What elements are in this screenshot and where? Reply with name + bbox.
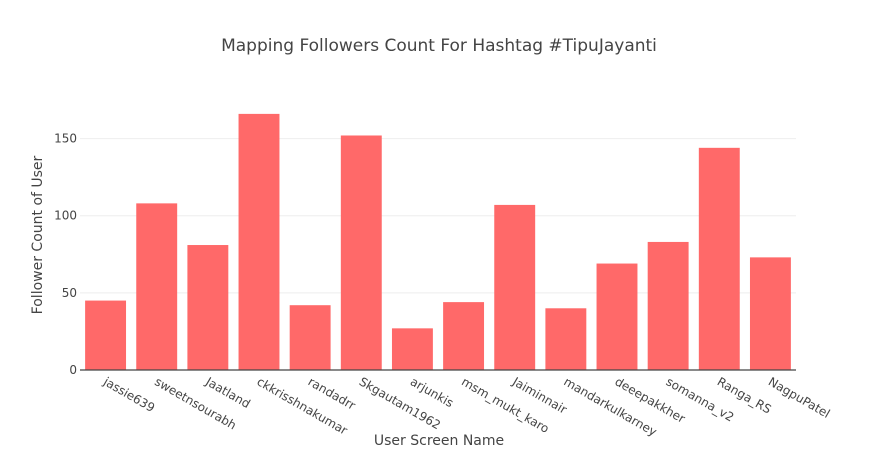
bar: [596, 263, 638, 370]
bar: [545, 308, 587, 370]
x-tick-label: NagpuPatel: [766, 374, 832, 420]
bar: [698, 147, 740, 370]
bar: [340, 135, 382, 370]
bar: [136, 203, 178, 370]
x-tick-label: msm_mukt_karo: [459, 374, 551, 435]
bars: [85, 113, 791, 370]
bar: [494, 204, 536, 370]
x-tick-label: mandarkulkarney: [561, 374, 659, 439]
y-axis-title: Follower Count of User: [30, 155, 46, 314]
bar: [749, 257, 791, 370]
bar: [187, 245, 229, 370]
bar: [289, 305, 331, 370]
x-axis-title: User Screen Name: [374, 433, 504, 449]
x-tick-label: ckkrisshnakumar: [255, 374, 350, 437]
y-tick-label: 50: [62, 286, 77, 300]
y-tick-label: 100: [54, 209, 77, 223]
bar: [647, 241, 689, 370]
bar: [238, 113, 280, 370]
bar: [85, 300, 127, 370]
y-tick-label: 150: [54, 132, 77, 146]
bar: [443, 302, 485, 370]
x-tick-label: jassie639: [100, 374, 157, 415]
y-tick-label: 0: [69, 363, 77, 377]
chart-title: Mapping Followers Count For Hashtag #Tip…: [221, 36, 657, 56]
y-tick-labels: 0 50 100 150: [54, 132, 77, 377]
bar: [391, 328, 433, 370]
